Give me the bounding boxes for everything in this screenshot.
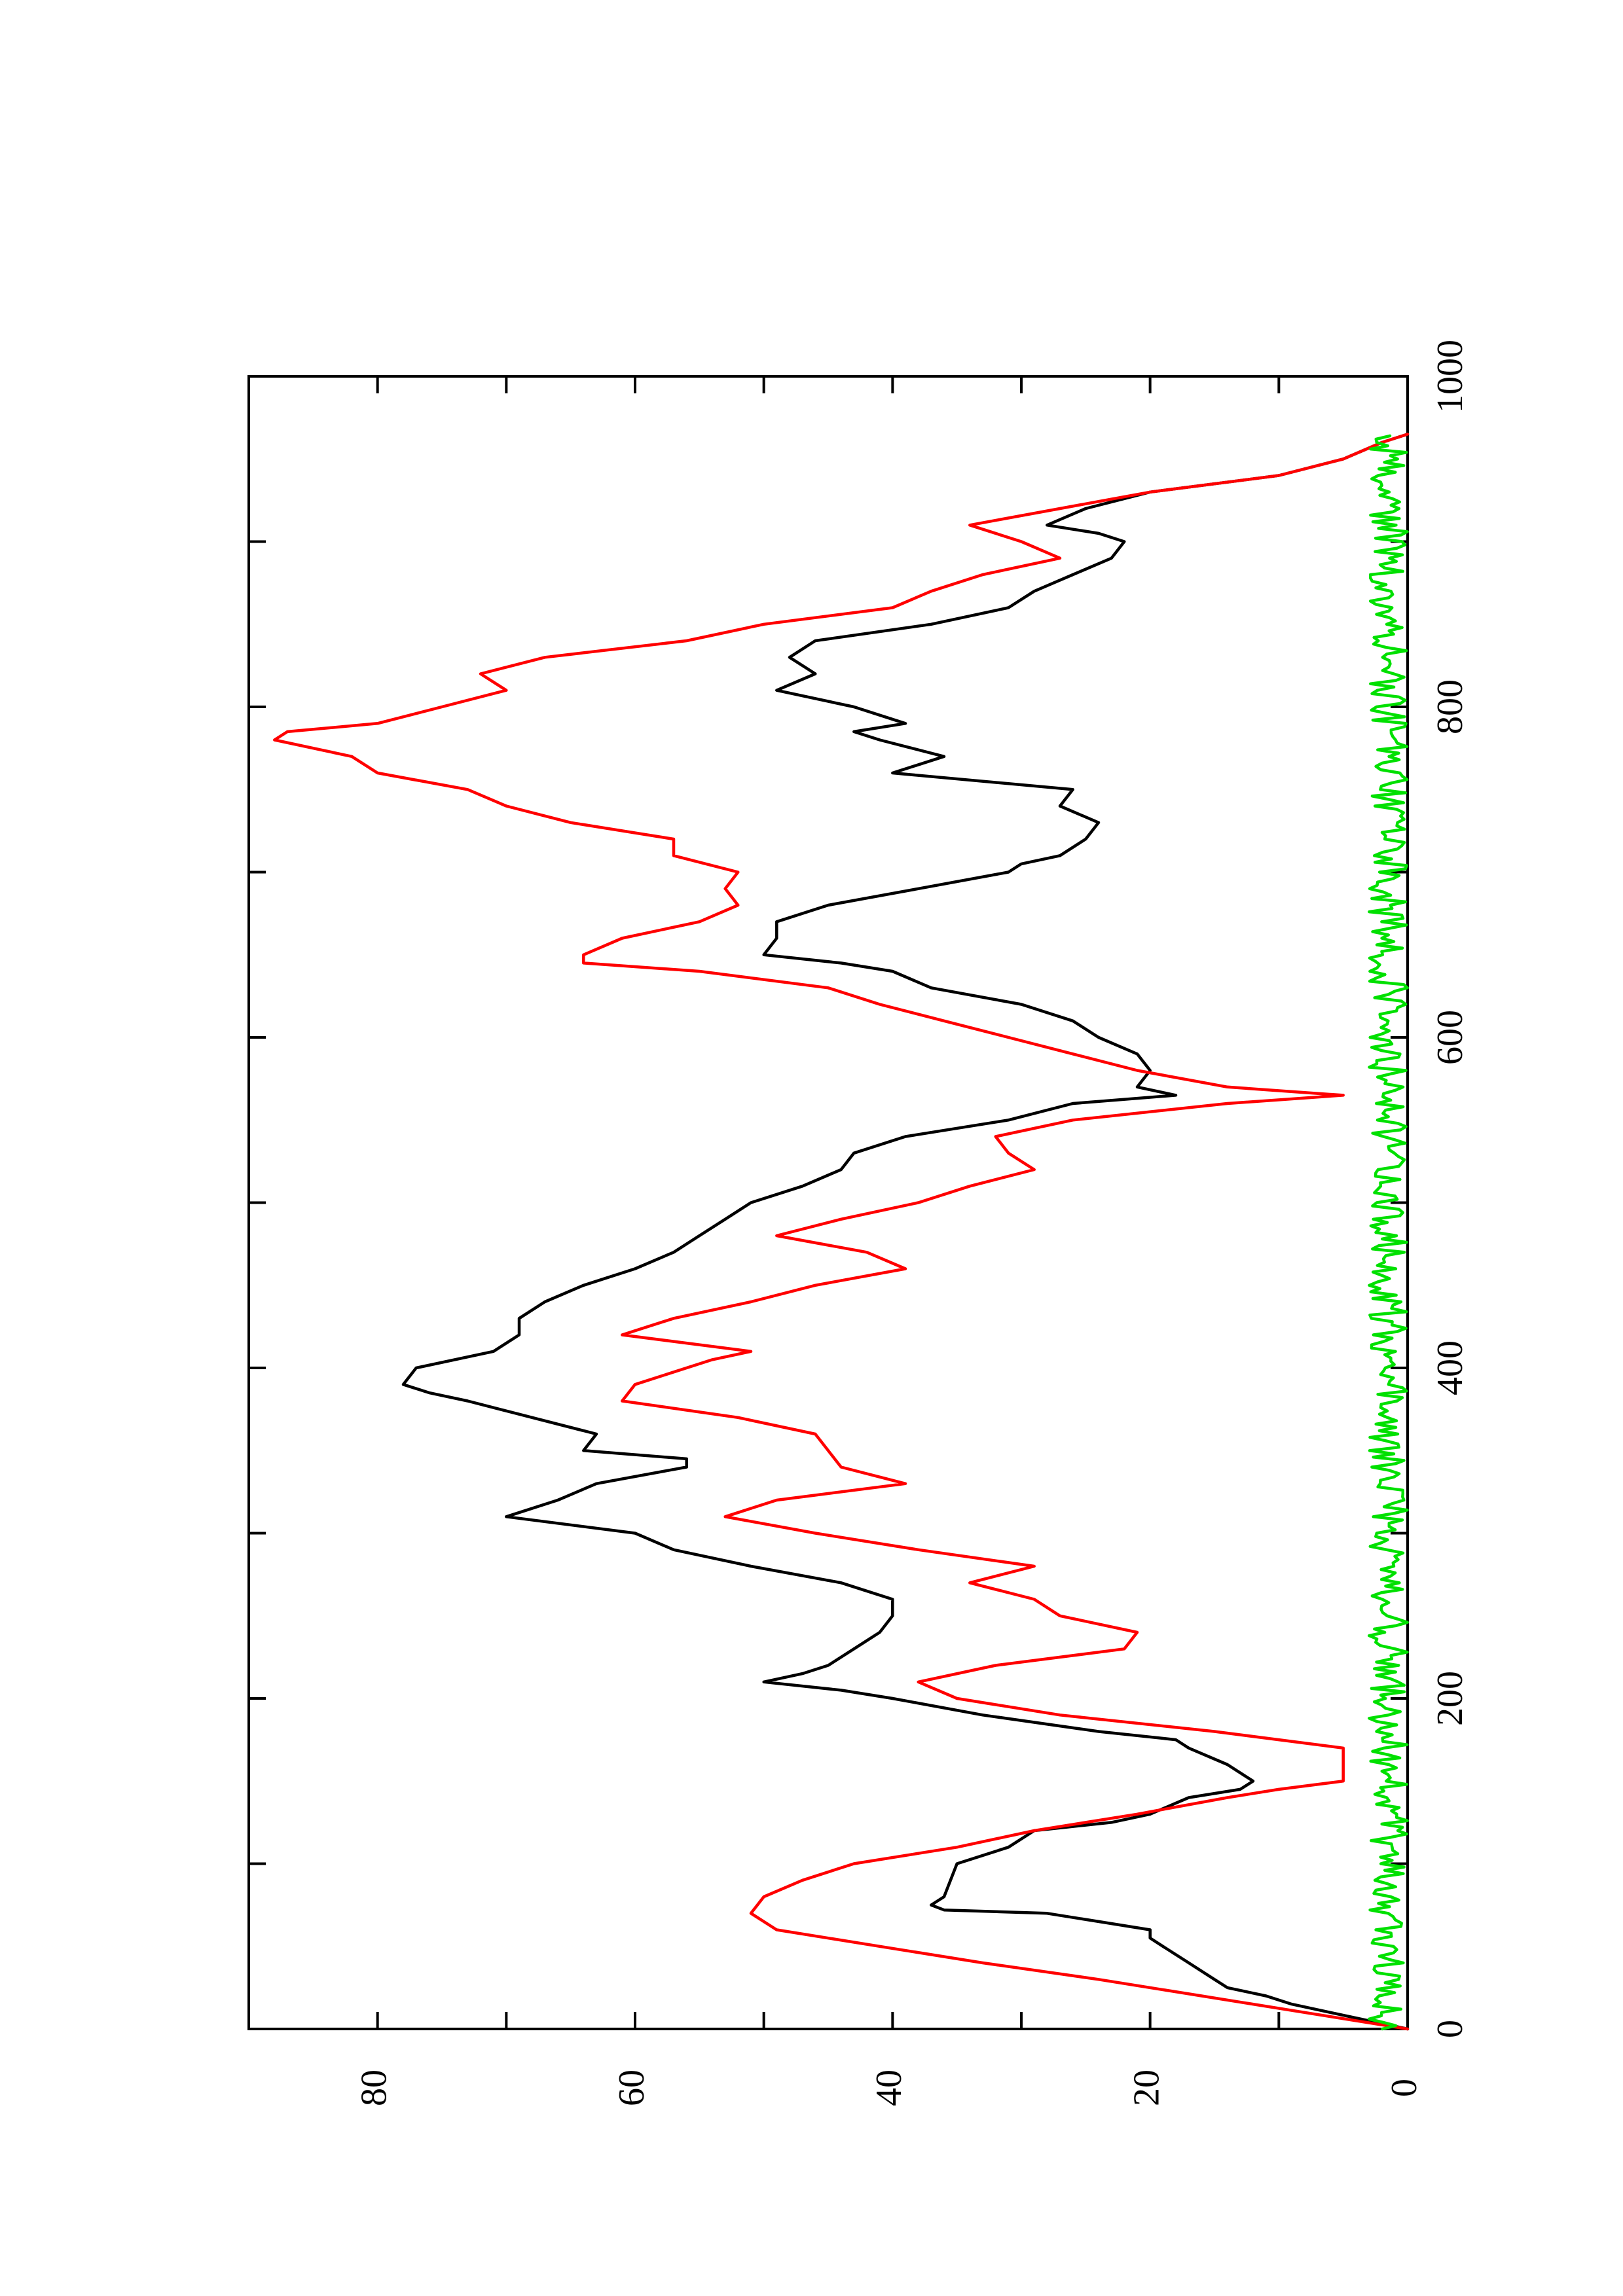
y-tick-label: 0	[1384, 2079, 1425, 2097]
x-tick-label: 400	[1430, 1340, 1470, 1395]
x-tick-label: 600	[1430, 1010, 1470, 1065]
y-tick-label: 40	[869, 2070, 909, 2106]
series-line-2	[273, 433, 1410, 2031]
plot-area: 0 200 400 600 800 1000 0 20 40 60 80	[247, 340, 1470, 2106]
y-tick-label: 20	[1127, 2070, 1167, 2106]
x-tick-label: 200	[1430, 1671, 1470, 1726]
x-tick-label: 0	[1430, 2020, 1470, 2038]
y-tick-label: 80	[354, 2070, 395, 2106]
series-line-1	[401, 433, 1410, 2031]
y-tick-label: 60	[611, 2070, 652, 2106]
plot-frame	[247, 375, 1409, 2030]
x-tick-label: 800	[1430, 679, 1470, 734]
series-line-3	[1367, 434, 1409, 2031]
x-tick-label: 1000	[1430, 340, 1470, 413]
